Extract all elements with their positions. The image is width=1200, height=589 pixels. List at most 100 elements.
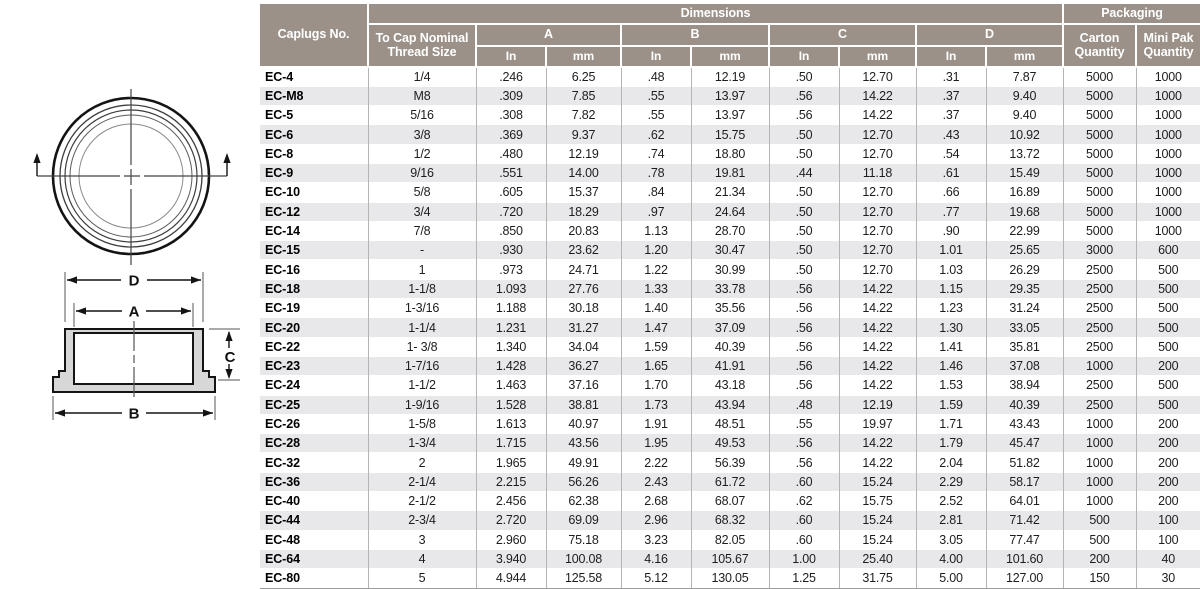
- cell-c-in: .56: [768, 317, 839, 338]
- cell-b-mm: 82.05: [690, 529, 769, 550]
- cell-minipak-qty: 500: [1135, 317, 1200, 338]
- cell-c-in: .56: [768, 433, 839, 453]
- cell-b-in: 1.33: [620, 278, 691, 299]
- table-row: EC-18 1-1/8 1.093 27.76 1.33 33.78.56 14.22 1.1…: [260, 278, 1200, 299]
- cell-thread-size: 5/8: [367, 182, 476, 203]
- cell-minipak-qty: 1000: [1135, 105, 1200, 125]
- cell-b-mm: 105.67: [690, 548, 769, 569]
- cell-b-mm: 24.64: [690, 201, 769, 222]
- cell-a-mm: 30.18: [545, 298, 621, 318]
- cell-caplugs-no: EC-16: [260, 259, 368, 280]
- cell-c-mm: 14.22: [838, 433, 916, 453]
- dimension-a: A: [73, 303, 194, 327]
- cell-d-mm: 40.39: [985, 394, 1063, 415]
- header-dim-b: B: [620, 24, 769, 47]
- cell-b-mm: 30.99: [690, 259, 769, 280]
- cell-b-mm: 130.05: [690, 568, 769, 589]
- cell-a-in: 1.428: [475, 355, 546, 376]
- cell-minipak-qty: 200: [1135, 452, 1200, 473]
- cell-c-mm: 12.70: [838, 201, 916, 222]
- cell-a-mm: 9.37: [545, 124, 621, 145]
- cell-a-in: .850: [475, 220, 546, 241]
- cell-caplugs-no: EC-36: [260, 471, 368, 492]
- cell-c-in: .48: [768, 394, 839, 415]
- table-row: EC-26 1-5/8 1.613 40.97 1.91 48.51.55 19.97 1.7…: [260, 413, 1200, 434]
- cell-minipak-qty: 100: [1135, 510, 1200, 531]
- cell-c-in: .62: [768, 491, 839, 511]
- cell-c-in: .44: [768, 162, 839, 183]
- cell-c-in: .56: [768, 336, 839, 357]
- table-row: EC-5 5/16.308 7.82.55 13.97.56 14.22.37 9.40 5…: [260, 105, 1200, 125]
- cell-a-in: .369: [475, 124, 546, 145]
- cell-caplugs-no: EC-44: [260, 510, 368, 531]
- cell-a-in: 3.940: [475, 548, 546, 569]
- cell-minipak-qty: 200: [1135, 433, 1200, 453]
- cell-thread-size: 9/16: [367, 162, 476, 183]
- cell-caplugs-no: EC-24: [260, 375, 368, 396]
- cell-b-mm: 41.91: [690, 355, 769, 376]
- cell-d-mm: 38.94: [985, 375, 1063, 396]
- cell-b-in: 2.43: [620, 471, 691, 492]
- cell-b-mm: 68.07: [690, 491, 769, 511]
- cell-thread-size: 2-1/4: [367, 471, 476, 492]
- dim-label-a: A: [129, 304, 140, 321]
- table-row: EC-10 5/8.605 15.37.84 21.34.50 12.70.66 16.8…: [260, 182, 1200, 203]
- cell-minipak-qty: 1000: [1135, 201, 1200, 222]
- cell-b-in: 1.22: [620, 259, 691, 280]
- cell-carton-qty: 2500: [1062, 298, 1136, 318]
- cell-caplugs-no: EC-23: [260, 355, 368, 376]
- cell-caplugs-no: EC-5: [260, 105, 368, 125]
- cell-thread-size: 2-3/4: [367, 510, 476, 531]
- cell-c-in: .50: [768, 124, 839, 145]
- cell-minipak-qty: 100: [1135, 529, 1200, 550]
- cell-a-in: 2.960: [475, 529, 546, 550]
- cell-carton-qty: 2500: [1062, 336, 1136, 357]
- cell-c-mm: 25.40: [838, 548, 916, 569]
- table-row: EC-8 1/2.480 12.19.74 18.80.50 12.70.54 13.72…: [260, 143, 1200, 164]
- cell-c-mm: 12.70: [838, 143, 916, 164]
- cell-c-mm: 12.70: [838, 240, 916, 260]
- cell-b-mm: 68.32: [690, 510, 769, 531]
- cell-d-mm: 31.24: [985, 298, 1063, 318]
- cell-caplugs-no: EC-6: [260, 124, 368, 145]
- cell-d-mm: 9.40: [985, 105, 1063, 125]
- cell-d-in: 1.03: [915, 259, 986, 280]
- cell-thread-size: 7/8: [367, 220, 476, 241]
- cell-caplugs-no: EC-12: [260, 201, 368, 222]
- cell-c-mm: 14.22: [838, 375, 916, 396]
- cell-minipak-qty: 1000: [1135, 162, 1200, 183]
- table-row: EC-15- .930 23.62 1.20 30.47.50 12.70 1.01 25.6…: [260, 240, 1200, 260]
- table-row: EC-25 1-9/16 1.528 38.81 1.73 43.94.48 12.19 1.…: [260, 394, 1200, 415]
- cell-d-mm: 127.00: [985, 568, 1063, 589]
- cell-c-mm: 14.22: [838, 317, 916, 338]
- cell-a-in: .246: [475, 67, 546, 87]
- cell-c-in: .56: [768, 278, 839, 299]
- table-row: EC-19 1-3/16 1.188 30.18 1.40 35.56.56 14.22 1.…: [260, 298, 1200, 318]
- cell-minipak-qty: 500: [1135, 394, 1200, 415]
- table-row: EC-M8 M8.309 7.85.55 13.97.56 14.22.37 9.40 50…: [260, 85, 1200, 106]
- cell-a-mm: 14.00: [545, 162, 621, 183]
- cell-b-in: 2.22: [620, 452, 691, 473]
- cell-c-in: .50: [768, 67, 839, 87]
- cell-carton-qty: 1000: [1062, 433, 1136, 453]
- cell-d-in: .61: [915, 162, 986, 183]
- cell-b-in: 1.70: [620, 375, 691, 396]
- cell-d-mm: 19.68: [985, 201, 1063, 222]
- cell-d-mm: 15.49: [985, 162, 1063, 183]
- cell-carton-qty: 1000: [1062, 471, 1136, 492]
- cell-c-in: .55: [768, 413, 839, 434]
- cell-b-in: 2.96: [620, 510, 691, 531]
- table-row: EC-14 7/8.850 20.83 1.13 28.70.50 12.70.90 22.…: [260, 220, 1200, 241]
- cell-carton-qty: 500: [1062, 529, 1136, 550]
- dim-label-c: C: [225, 349, 236, 366]
- cell-b-in: 4.16: [620, 548, 691, 569]
- cell-caplugs-no: EC-14: [260, 220, 368, 241]
- section-arrow-left: [33, 153, 41, 176]
- cell-b-in: .55: [620, 85, 691, 106]
- cell-minipak-qty: 200: [1135, 471, 1200, 492]
- cell-d-mm: 29.35: [985, 278, 1063, 299]
- cell-a-mm: 27.76: [545, 278, 621, 299]
- cell-a-mm: 49.91: [545, 452, 621, 473]
- dim-label-d: D: [129, 273, 140, 290]
- cell-thread-size: 1-9/16: [367, 394, 476, 415]
